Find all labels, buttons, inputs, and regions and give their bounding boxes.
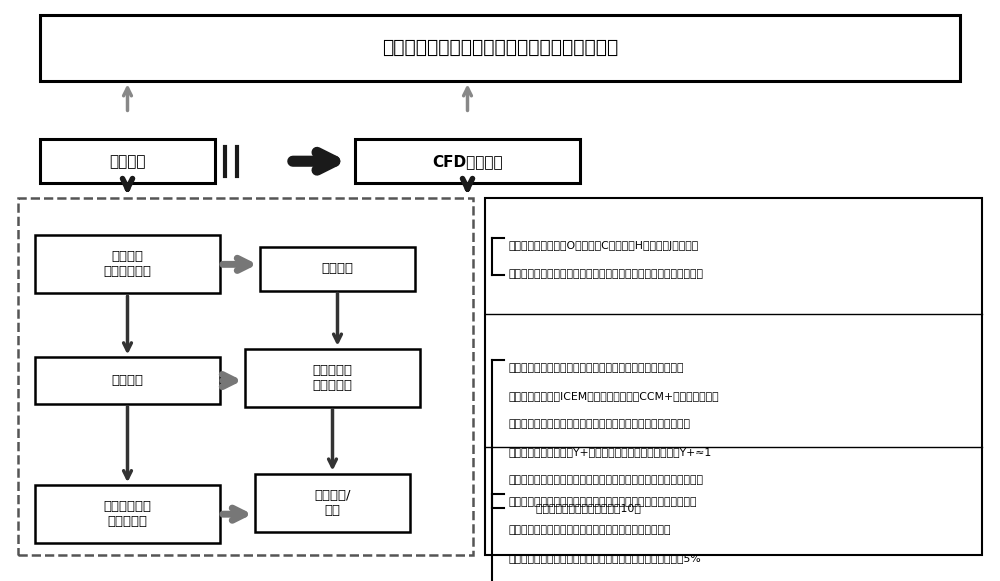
Text: CFD数值计算: CFD数值计算 <box>432 154 503 168</box>
FancyBboxPatch shape <box>245 349 420 407</box>
Text: 试验测量: 试验测量 <box>109 154 146 168</box>
Text: 试验大纲: 试验大纲 <box>112 374 144 387</box>
FancyBboxPatch shape <box>35 235 220 293</box>
Text: 网格质量，包括最小正则度、最大延展比、最小内角、单元扭曲度等: 网格质量，包括最小正则度、最大延展比、最小内角、单元扭曲度等 <box>508 269 703 279</box>
Text: 求解程序/
软件: 求解程序/ 软件 <box>314 489 351 517</box>
FancyBboxPatch shape <box>355 139 580 183</box>
Text: 网格节点数量：网格无关性分析，一般取粗、中、细三套网格: 网格节点数量：网格无关性分析，一般取粗、中、细三套网格 <box>508 363 684 373</box>
Text: 网格节点疏密分布规律：适应局部流场，逼近真实物理流动最佳: 网格节点疏密分布规律：适应局部流场，逼近真实物理流动最佳 <box>508 419 690 429</box>
Text: 网格节点空
间分布规律: 网格节点空 间分布规律 <box>312 364 352 392</box>
Text: 迭代收敛标准：速度和压力项残差通常应至少下降3个量级: 迭代收敛标准：速度和压力项残差通常应至少下降3个量级 <box>508 580 677 581</box>
Text: 第一层网格节点距离：Y+需适应湍流模型求解要求，通常Y+≈1: 第一层网格节点距离：Y+需适应湍流模型求解要求，通常Y+≈1 <box>508 447 711 457</box>
FancyBboxPatch shape <box>35 357 220 404</box>
Text: 隙流内的流动模拟，一般至少10层: 隙流内的流动模拟，一般至少10层 <box>508 503 641 512</box>
FancyBboxPatch shape <box>485 198 982 555</box>
Text: 网格单元类型：如ICEM中的六面体网格，CCM+中的多面体网格: 网格单元类型：如ICEM中的六面体网格，CCM+中的多面体网格 <box>508 391 719 401</box>
Text: 边界层和间隙流内网格节点层数：影响边界层流动转捩与发展以及间: 边界层和间隙流内网格节点层数：影响边界层流动转捩与发展以及间 <box>508 475 703 485</box>
FancyBboxPatch shape <box>40 139 215 183</box>
FancyBboxPatch shape <box>260 247 415 290</box>
Text: 测量仪器
（如传感器）: 测量仪器 （如传感器） <box>104 250 152 278</box>
Text: 对流项和湍流数值离散格式：通常至少采用高阶精度格式: 对流项和湍流数值离散格式：通常至少采用高阶精度格式 <box>508 525 670 535</box>
Text: 湍流模型：适应求解对象特征，如壁面曲率流动、湍流粘度修正等: 湍流模型：适应求解对象特征，如壁面曲率流动、湍流粘度修正等 <box>508 497 696 507</box>
Text: 网格拓扑: 网格拓扑 <box>322 262 354 275</box>
Text: 数据采集与信
号分析系统: 数据采集与信 号分析系统 <box>104 500 152 528</box>
Text: 拓扑块结构形状，如O形拓扑、C形拓扑、H形拓扑、J形拓扑等: 拓扑块结构形状，如O形拓扑、C形拓扑、H形拓扑、J形拓扑等 <box>508 241 698 251</box>
Text: 初始边界条件：包括边界类型以及湍流尺度，如中等湍流强度5%: 初始边界条件：包括边界类型以及湍流尺度，如中等湍流强度5% <box>508 553 701 562</box>
Text: 艇尾桨盘面标称伴流分布可信数值计算确认要素: 艇尾桨盘面标称伴流分布可信数值计算确认要素 <box>382 38 618 58</box>
FancyBboxPatch shape <box>255 474 410 532</box>
FancyBboxPatch shape <box>40 15 960 81</box>
FancyBboxPatch shape <box>35 485 220 543</box>
